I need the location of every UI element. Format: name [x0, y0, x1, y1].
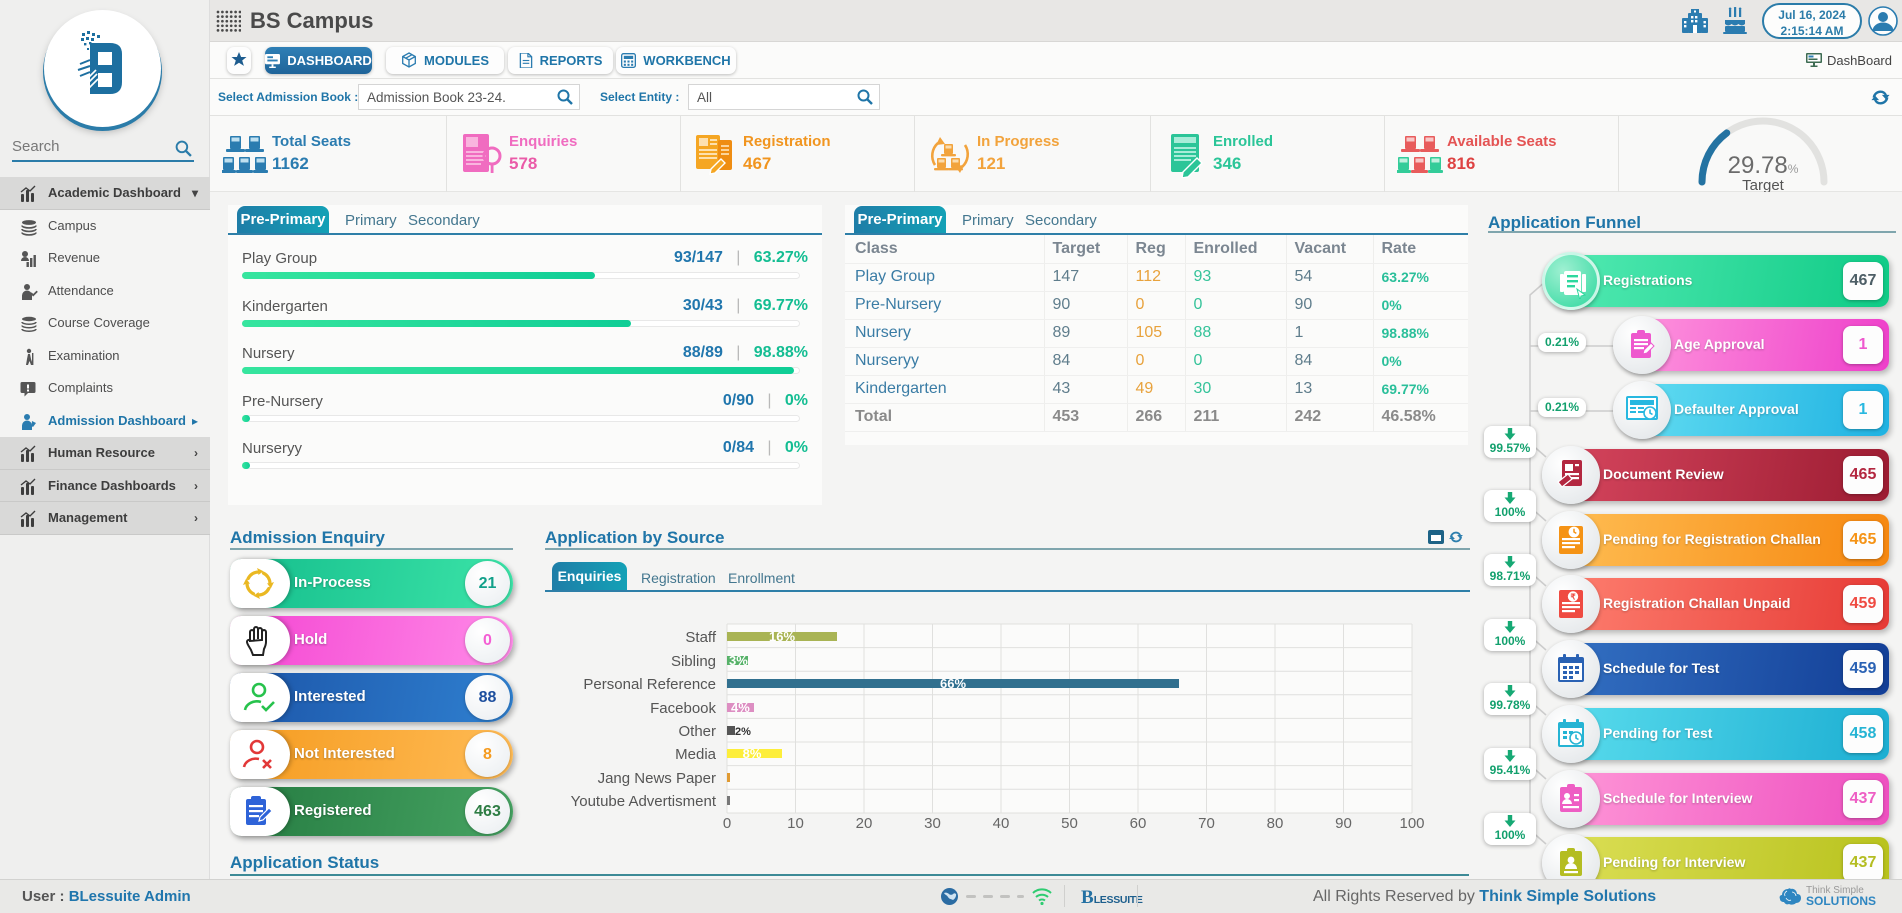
svg-text:Other: Other	[678, 723, 716, 740]
svg-text:Personal Reference: Personal Reference	[583, 676, 716, 693]
svg-text:30: 30	[924, 815, 941, 832]
svg-text:Sibling: Sibling	[671, 653, 716, 670]
svg-text:3%: 3%	[729, 653, 748, 668]
svg-text:90: 90	[1335, 815, 1352, 832]
svg-text:8%: 8%	[743, 746, 762, 761]
svg-text:29.78%: 29.78%	[1728, 152, 1799, 179]
svg-text:Youtube Advertisment: Youtube Advertisment	[571, 793, 717, 810]
svg-text:20: 20	[856, 815, 873, 832]
svg-text:66%: 66%	[940, 676, 966, 691]
svg-text:10: 10	[787, 815, 804, 832]
svg-text:80: 80	[1267, 815, 1284, 832]
svg-text:Target: Target	[1742, 177, 1785, 192]
svg-text:70: 70	[1198, 815, 1215, 832]
svg-text:Jang News Paper: Jang News Paper	[598, 770, 716, 787]
svg-text:₹: ₹	[1570, 593, 1575, 602]
svg-text:60: 60	[1130, 815, 1147, 832]
svg-text:Media: Media	[675, 746, 717, 763]
svg-text:40: 40	[993, 815, 1010, 832]
svg-text:Facebook: Facebook	[650, 700, 716, 717]
svg-text:16%: 16%	[769, 629, 795, 644]
svg-text:4%: 4%	[731, 700, 750, 715]
svg-text:2%: 2%	[735, 726, 751, 738]
svg-text:100: 100	[1399, 815, 1424, 832]
svg-text:Staff: Staff	[685, 629, 716, 646]
svg-text:50: 50	[1061, 815, 1078, 832]
svg-text:0: 0	[723, 815, 731, 832]
